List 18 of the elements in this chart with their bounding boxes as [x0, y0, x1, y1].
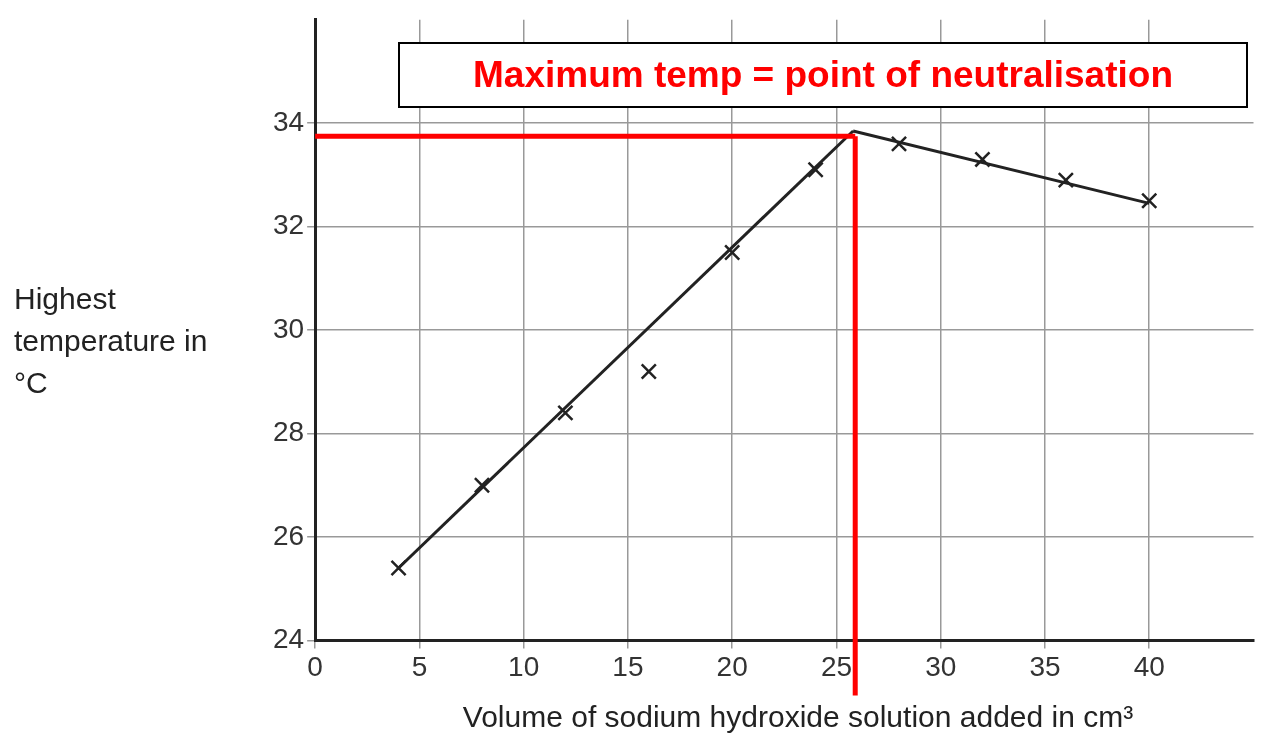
x-tick-label: 30 — [925, 650, 957, 682]
y-tick-label: 30 — [272, 312, 305, 344]
x-tick-label: 35 — [1029, 650, 1061, 682]
x-tick-label: 25 — [820, 650, 853, 682]
x-tick-label: 15 — [612, 650, 644, 682]
y-tick-label: 24 — [272, 623, 305, 655]
y-axis-title: Highest temperature in °C — [14, 281, 209, 401]
x-tick-label: 40 — [1133, 650, 1165, 682]
y-tick-label: 26 — [272, 519, 305, 551]
y-tick-label: 32 — [272, 209, 305, 241]
y-tick-label: 34 — [272, 105, 305, 137]
y-tick-label: 28 — [272, 416, 305, 448]
x-tick-label: 10 — [508, 650, 540, 682]
x-tick-label: 0 — [307, 650, 323, 682]
x-tick-label: 20 — [716, 650, 748, 682]
x-axis-title: Volume of sodium hydroxide solution added in cm³ — [461, 700, 1135, 734]
text-box: Maximum temp = point of neutralisation — [398, 42, 1248, 108]
x-tick-label: 5 — [411, 650, 428, 682]
